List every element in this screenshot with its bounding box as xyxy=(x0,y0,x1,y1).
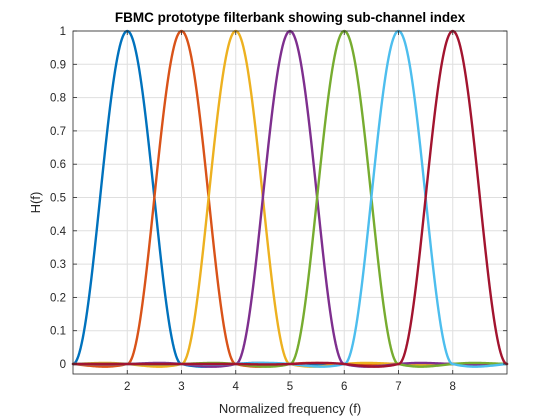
x-tick-label: 8 xyxy=(450,381,456,393)
x-tick-label: 4 xyxy=(233,381,240,393)
chart-title: FBMC prototype filterbank showing sub-ch… xyxy=(115,10,466,25)
y-tick-label: 0.8 xyxy=(50,93,66,105)
y-tick-label: 1 xyxy=(60,26,66,38)
y-tick-label: 0.4 xyxy=(50,226,67,238)
x-tick-label: 5 xyxy=(287,381,293,393)
y-axis-label: H(f) xyxy=(28,192,43,214)
y-tick-label: 0 xyxy=(60,359,66,371)
series-line-7 xyxy=(71,29,509,368)
y-tick-label: 0.9 xyxy=(50,59,66,71)
x-tick-label: 6 xyxy=(341,381,347,393)
x-tick-label: 2 xyxy=(124,381,130,393)
y-tick-label: 0.2 xyxy=(50,292,66,304)
x-axis-label: Normalized frequency (f) xyxy=(219,401,361,416)
y-tick-label: 0.1 xyxy=(50,326,66,338)
y-tick-label: 0.3 xyxy=(50,259,66,271)
x-tick-label: 7 xyxy=(395,381,401,393)
axis-ticks: 2 3 4 5 6 7 8 0 0.1 0.2 0.3 0.4 0.5 0.6 0.7 0.8 0.9 1 xyxy=(50,26,507,393)
y-tick-label: 0.7 xyxy=(50,126,66,138)
y-tick-label: 0.5 xyxy=(50,193,66,205)
y-tick-label: 0.6 xyxy=(50,159,66,171)
x-tick-label: 3 xyxy=(178,381,184,393)
